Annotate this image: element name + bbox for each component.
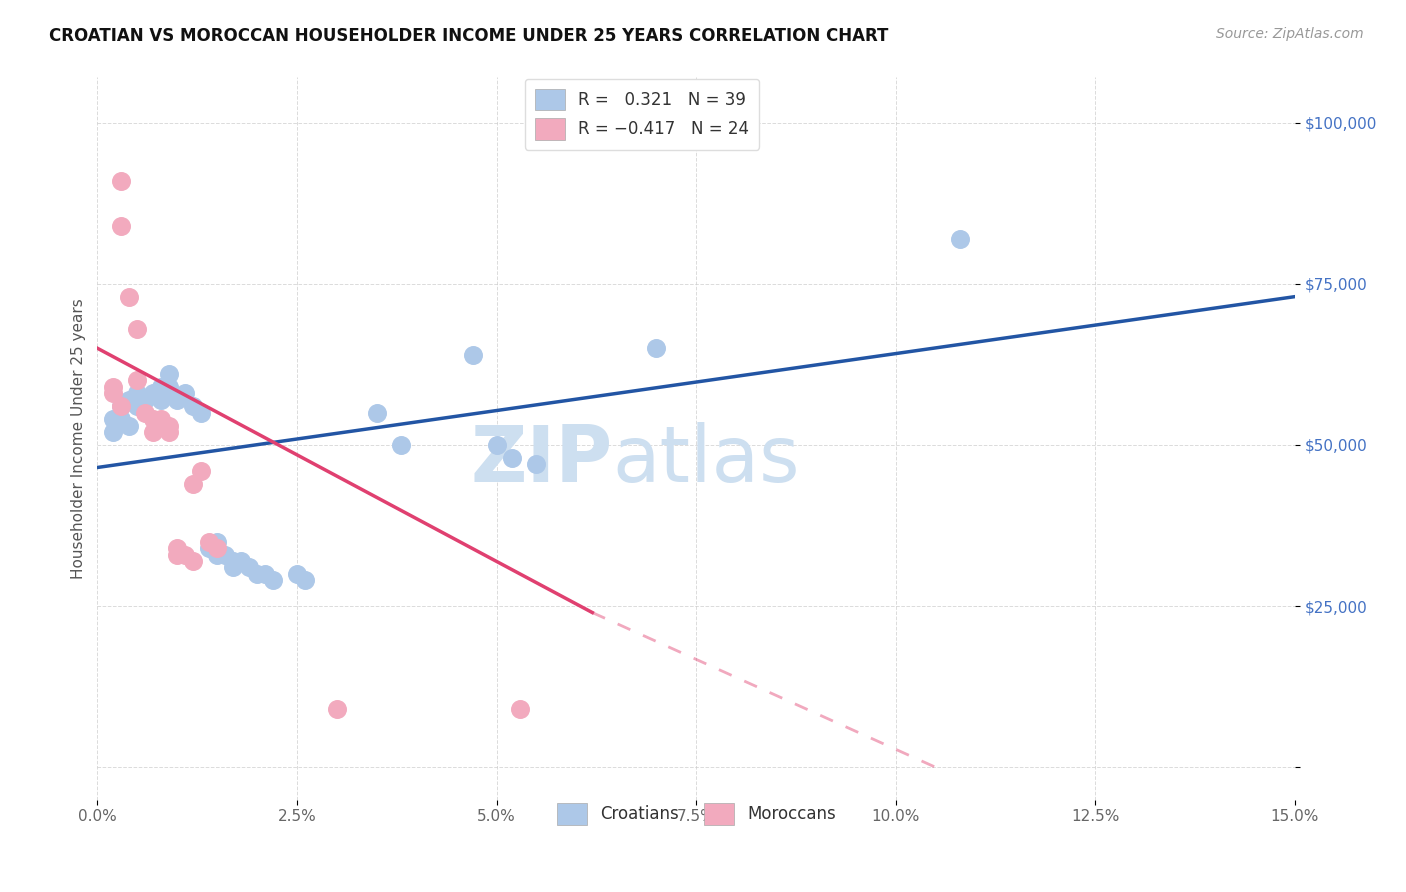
- Text: ZIP: ZIP: [470, 422, 612, 498]
- Point: [134, 392, 156, 407]
- Point: [526, 457, 548, 471]
- Point: [110, 173, 132, 187]
- Point: [190, 464, 212, 478]
- Point: [181, 554, 204, 568]
- Point: [127, 374, 149, 388]
- Point: [103, 425, 125, 439]
- Point: [229, 554, 252, 568]
- Point: [181, 399, 204, 413]
- Point: [118, 290, 141, 304]
- Point: [326, 702, 349, 716]
- Point: [222, 560, 245, 574]
- Text: Source: ZipAtlas.com: Source: ZipAtlas.com: [1216, 27, 1364, 41]
- Point: [110, 219, 132, 233]
- Point: [157, 367, 180, 381]
- Point: [645, 341, 668, 355]
- Point: [150, 412, 173, 426]
- Legend: Croatians, Moroccans: Croatians, Moroccans: [547, 793, 845, 835]
- Point: [166, 541, 188, 555]
- Point: [366, 406, 388, 420]
- Point: [166, 548, 188, 562]
- Point: [118, 392, 141, 407]
- Point: [174, 386, 197, 401]
- Point: [110, 399, 132, 413]
- Point: [389, 438, 412, 452]
- Text: atlas: atlas: [612, 422, 800, 498]
- Point: [157, 425, 180, 439]
- Point: [461, 348, 484, 362]
- Point: [198, 534, 221, 549]
- Point: [103, 386, 125, 401]
- Point: [238, 560, 260, 574]
- Point: [157, 418, 180, 433]
- Point: [127, 386, 149, 401]
- Point: [150, 392, 173, 407]
- Point: [294, 574, 316, 588]
- Point: [190, 406, 212, 420]
- Point: [110, 399, 132, 413]
- Text: CROATIAN VS MOROCCAN HOUSEHOLDER INCOME UNDER 25 YEARS CORRELATION CHART: CROATIAN VS MOROCCAN HOUSEHOLDER INCOME …: [49, 27, 889, 45]
- Point: [948, 232, 970, 246]
- Point: [253, 566, 276, 581]
- Point: [285, 566, 308, 581]
- Point: [501, 450, 523, 465]
- Point: [205, 548, 228, 562]
- Point: [174, 548, 197, 562]
- Point: [166, 392, 188, 407]
- Point: [181, 476, 204, 491]
- Point: [205, 534, 228, 549]
- Point: [205, 541, 228, 555]
- Point: [127, 322, 149, 336]
- Point: [110, 412, 132, 426]
- Point: [150, 380, 173, 394]
- Point: [103, 380, 125, 394]
- Point: [127, 399, 149, 413]
- Point: [142, 425, 165, 439]
- Point: [262, 574, 284, 588]
- Point: [246, 566, 269, 581]
- Point: [134, 406, 156, 420]
- Point: [118, 418, 141, 433]
- Y-axis label: Householder Income Under 25 years: Householder Income Under 25 years: [72, 298, 86, 579]
- Point: [198, 541, 221, 555]
- Point: [157, 380, 180, 394]
- Point: [103, 412, 125, 426]
- Point: [142, 412, 165, 426]
- Point: [222, 554, 245, 568]
- Point: [142, 386, 165, 401]
- Point: [509, 702, 531, 716]
- Point: [214, 548, 236, 562]
- Point: [485, 438, 508, 452]
